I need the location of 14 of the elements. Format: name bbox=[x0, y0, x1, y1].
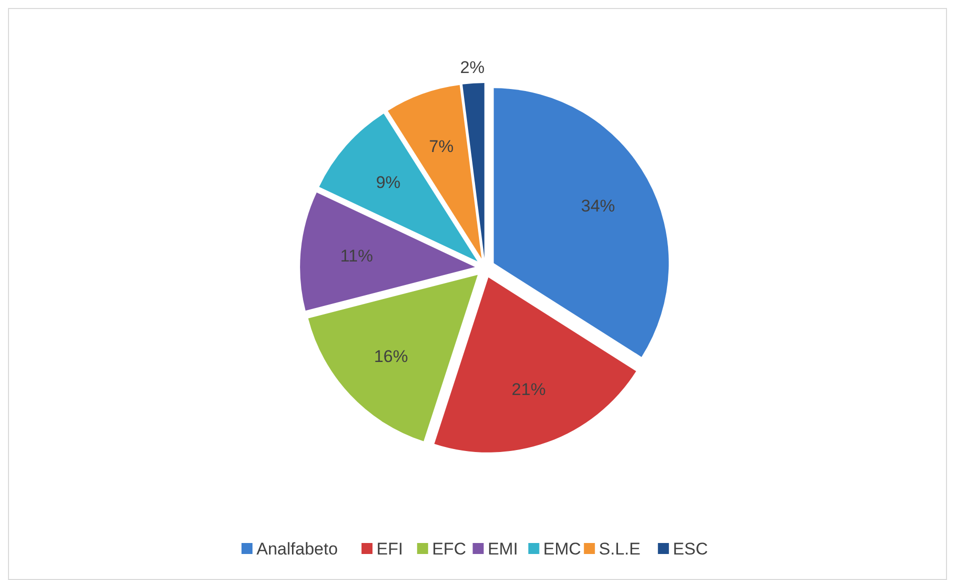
legend-label: EFI bbox=[376, 540, 403, 558]
legend-label: EMI bbox=[488, 540, 518, 558]
data-label: 34% bbox=[581, 196, 616, 216]
legend-label: Analfabeto bbox=[256, 540, 338, 558]
legend-label: S.L.E bbox=[598, 540, 640, 558]
data-label: 7% bbox=[429, 137, 454, 156]
legend-label: EMC bbox=[543, 540, 582, 558]
legend-label: ESC bbox=[672, 540, 708, 558]
legend-label: EFC bbox=[432, 540, 466, 558]
data-label: 11% bbox=[340, 246, 373, 266]
data-label: 16% bbox=[374, 346, 408, 366]
data-label: 2% bbox=[460, 58, 485, 77]
data-label: 9% bbox=[376, 173, 401, 192]
data-label: 21% bbox=[512, 380, 546, 399]
